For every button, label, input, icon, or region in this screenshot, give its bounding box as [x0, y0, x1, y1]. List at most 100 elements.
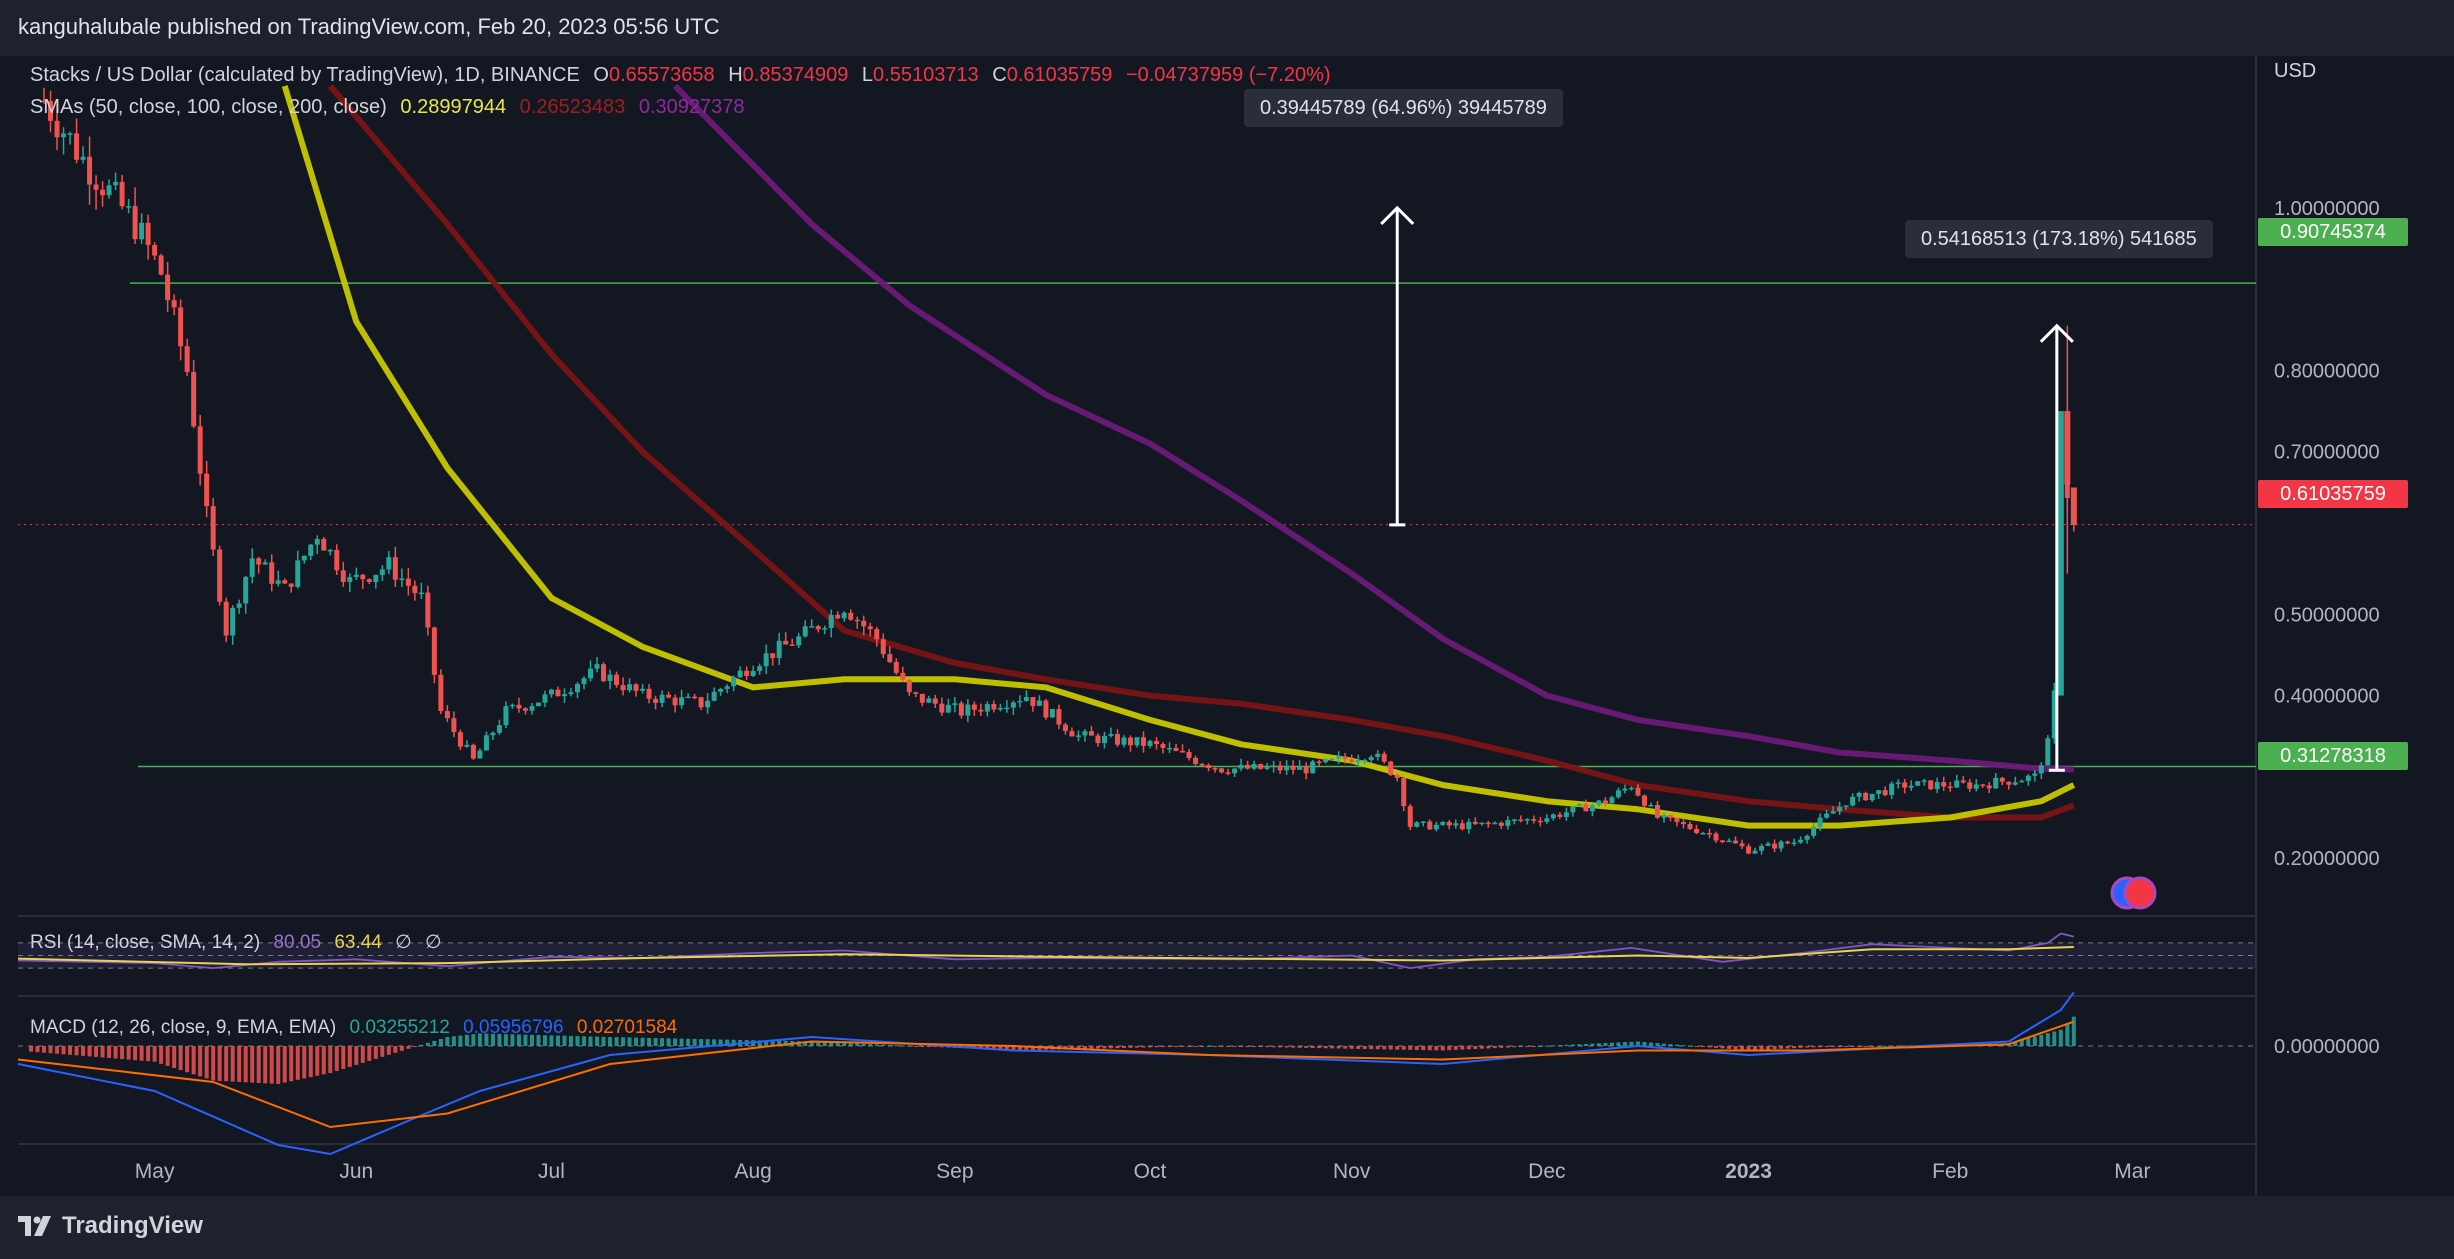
- rsi-na-2: ∅: [424, 932, 442, 953]
- macd-histogram-bar: [1336, 1046, 1341, 1049]
- macd-histogram-bar: [1473, 1046, 1478, 1049]
- macd-histogram-bar: [159, 1046, 164, 1064]
- candle-body: [1980, 784, 1986, 786]
- macd-signal-line[interactable]: [17, 1020, 2075, 1129]
- candle-body: [561, 694, 567, 697]
- target-measure-callout[interactable]: 0.39445789 (64.96%) 39445789: [1244, 89, 1563, 127]
- macd-histogram-bar: [1714, 1046, 1719, 1048]
- candle-body: [347, 577, 353, 582]
- sma200-line[interactable]: [672, 83, 2074, 773]
- candle-body: [1856, 792, 1862, 797]
- macd-histogram-bar: [1596, 1043, 1601, 1046]
- time-tick-label: May: [135, 1160, 175, 1183]
- candle-body: [1206, 765, 1212, 769]
- candle-body: [106, 185, 112, 196]
- macd-histogram-bar: [29, 1046, 34, 1052]
- candle-body: [588, 668, 594, 679]
- candle-body: [178, 307, 184, 347]
- candle-body: [542, 694, 548, 703]
- macd-histogram-bar: [1187, 1046, 1192, 1047]
- candle-body: [1277, 765, 1283, 771]
- candle-body: [1349, 759, 1355, 763]
- macd-histogram-bar: [868, 1044, 873, 1046]
- close-value: 0.61035759: [1006, 64, 1113, 86]
- macd-histogram-bar: [1226, 1046, 1231, 1047]
- candle-body: [672, 697, 678, 706]
- macd-histogram-bar: [1583, 1043, 1588, 1046]
- macd-histogram-bar: [692, 1038, 697, 1046]
- macd-histogram-bar: [1818, 1046, 1823, 1048]
- candle-body: [1707, 832, 1713, 835]
- macd-histogram-bar: [1805, 1046, 1810, 1048]
- low-value: 0.55103713: [873, 64, 979, 86]
- macd-histogram-bar: [204, 1046, 209, 1079]
- macd-histogram-bar: [1753, 1046, 1758, 1051]
- macd-histogram-bar: [757, 1040, 762, 1046]
- macd-histogram-bar: [1024, 1046, 1029, 1051]
- macd-histogram-bar: [913, 1046, 918, 1047]
- rsi-sma-line[interactable]: [17, 946, 2074, 966]
- candle-body: [1043, 700, 1049, 718]
- macd-histogram-bar: [419, 1044, 424, 1046]
- candle-body: [1687, 824, 1693, 829]
- currency-label[interactable]: USD: [2274, 60, 2317, 82]
- candle-body: [835, 614, 841, 619]
- symbol-title[interactable]: Stacks / US Dollar (calculated by Tradin…: [30, 64, 580, 86]
- macd-histogram-bar: [61, 1046, 66, 1055]
- macd-histogram-bar: [1076, 1046, 1081, 1049]
- macd-histogram-bar: [120, 1046, 125, 1060]
- candle-body: [262, 562, 268, 565]
- macd-histogram-bar: [224, 1046, 229, 1082]
- candle-body: [1290, 765, 1296, 770]
- rally-measure-callout[interactable]: 0.54168513 (173.18%) 541685: [1905, 220, 2213, 258]
- macd-histogram-bar: [1453, 1046, 1458, 1050]
- sma50-line[interactable]: [281, 85, 2076, 829]
- candle-body: [353, 574, 359, 578]
- time-tick-label: Mar: [2114, 1160, 2150, 1183]
- macd-histogram-bar: [894, 1045, 899, 1047]
- sma100-line[interactable]: [328, 84, 2075, 821]
- macd-histogram-bar: [1401, 1046, 1406, 1050]
- target-measure-arrow-head: [1380, 205, 1415, 225]
- candle-body: [100, 189, 106, 196]
- candle-body: [165, 274, 171, 301]
- candle-body: [275, 580, 281, 584]
- candle-body: [1329, 758, 1335, 761]
- macd-histogram-bar: [1479, 1046, 1484, 1049]
- macd-histogram-bar: [328, 1046, 333, 1073]
- candle-body: [874, 629, 880, 640]
- rsi-label[interactable]: RSI (14, close, SMA, 14, 2): [30, 932, 261, 953]
- price-tick-label: 1.00000000: [2274, 198, 2380, 220]
- candle-body: [1733, 840, 1739, 844]
- candle-body: [594, 664, 600, 669]
- macd-histogram-bar: [1382, 1046, 1387, 1050]
- macd-histogram-bar: [1766, 1046, 1771, 1050]
- macd-histogram-bar: [250, 1046, 255, 1083]
- candle-body: [1004, 707, 1010, 710]
- tradingview-logo[interactable]: TradingView: [18, 1210, 203, 1242]
- candle-body: [1986, 785, 1992, 789]
- candle-body: [1700, 832, 1706, 835]
- macd-histogram-bar: [666, 1038, 671, 1046]
- macd-histogram-bar: [1668, 1044, 1673, 1046]
- macd-histogram-bar: [803, 1041, 808, 1046]
- candle-body: [802, 626, 808, 637]
- sma-label[interactable]: SMAs (50, close, 100, close, 200, close): [30, 96, 387, 118]
- candle-body: [360, 574, 366, 580]
- candle-body: [236, 603, 242, 608]
- candle-body: [93, 184, 99, 190]
- macd-histogram-bar: [100, 1046, 105, 1058]
- candle-body: [952, 703, 958, 705]
- time-tick-label: Jun: [339, 1160, 373, 1183]
- candle-body: [425, 592, 431, 628]
- candle-body: [314, 538, 320, 545]
- candle-body: [2064, 411, 2071, 485]
- candle-body: [54, 120, 60, 138]
- candle-body: [1127, 737, 1133, 746]
- price-axis-area[interactable]: [2256, 56, 2454, 1196]
- candle-body: [1108, 733, 1114, 736]
- event-icon[interactable]: [2123, 876, 2157, 910]
- candle-body: [399, 578, 405, 581]
- macd-label[interactable]: MACD (12, 26, close, 9, EMA, EMA): [30, 1017, 337, 1038]
